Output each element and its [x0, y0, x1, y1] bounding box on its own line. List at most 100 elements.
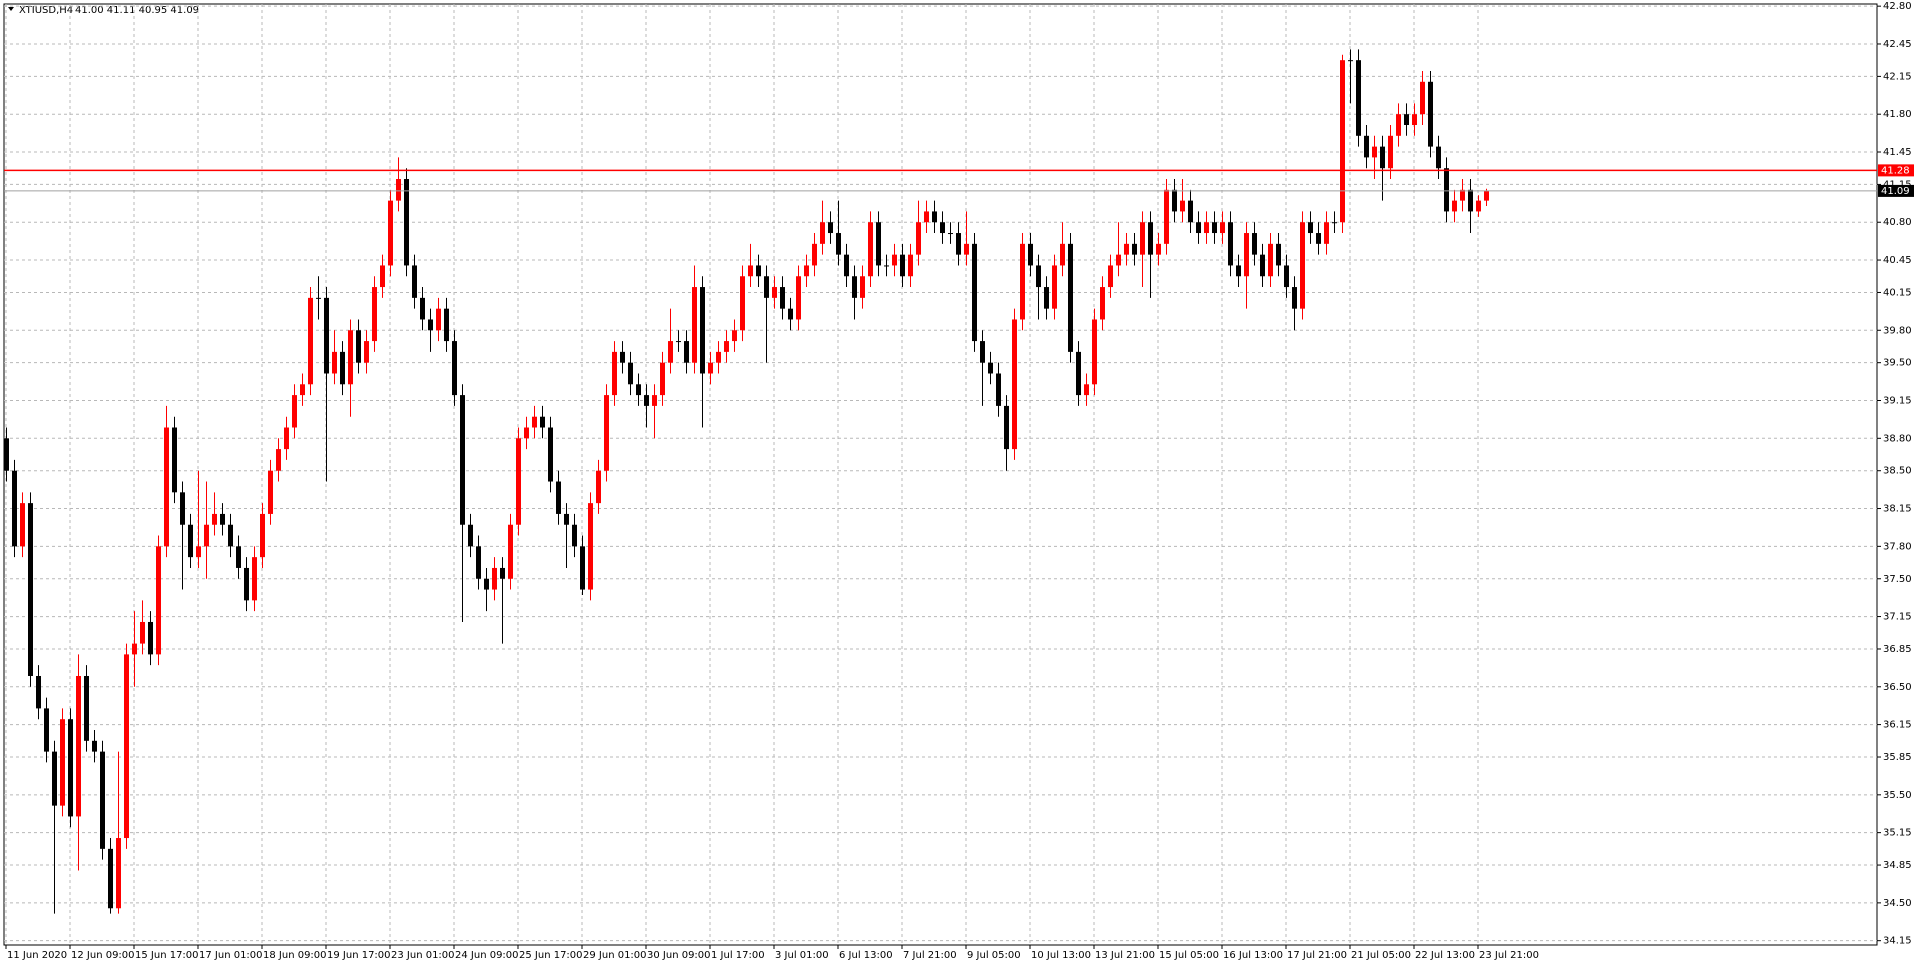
x-tick-label: 15 Jun 17:00 — [135, 950, 199, 961]
x-tick-label: 13 Jul 21:00 — [1095, 950, 1155, 961]
collapse-arrow[interactable] — [8, 7, 14, 11]
candle-body — [292, 395, 297, 428]
candle-body — [748, 265, 753, 277]
candle-body — [1196, 222, 1201, 234]
candle-body — [860, 276, 865, 298]
candle-body — [996, 373, 1001, 406]
candle-body — [1396, 114, 1401, 136]
candle-body — [668, 341, 673, 363]
candle-body — [708, 362, 713, 374]
candle-body — [884, 265, 889, 267]
x-tick-label: 16 Jul 13:00 — [1223, 950, 1283, 961]
candle-body — [228, 524, 233, 547]
candle-body — [868, 222, 873, 277]
candle-body — [1452, 200, 1457, 212]
candle-body — [1020, 243, 1025, 320]
candle-body — [1204, 222, 1209, 234]
candle-body — [124, 654, 129, 839]
candle-body — [1212, 222, 1217, 234]
candle-body — [476, 546, 481, 579]
candle-body — [260, 513, 265, 558]
candle-body — [924, 211, 929, 223]
candle-body — [1100, 287, 1105, 320]
candle-body — [956, 233, 961, 255]
candle-body — [316, 297, 321, 299]
candle-body — [388, 200, 393, 266]
price-label: 41.09 — [1881, 186, 1910, 197]
candle-body — [1364, 135, 1369, 158]
candle-body — [308, 297, 313, 385]
candle-body — [1340, 60, 1345, 223]
candle-body — [700, 287, 705, 374]
candle-body — [188, 524, 193, 558]
candle-body — [1108, 265, 1113, 288]
candle-body — [116, 838, 121, 909]
y-tick-label: 34.85 — [1883, 860, 1912, 871]
candle-body — [396, 179, 401, 201]
candle-body — [1476, 200, 1481, 212]
candle-body — [1268, 243, 1273, 277]
candle-body — [1332, 222, 1337, 224]
candle-body — [1348, 60, 1353, 62]
candle-body — [252, 557, 257, 601]
y-tick-label: 40.45 — [1883, 255, 1912, 266]
candle-body — [1044, 287, 1049, 309]
candle-body — [556, 481, 561, 514]
candle-body — [1228, 222, 1233, 266]
candle-body — [276, 449, 281, 471]
candle-body — [1484, 190, 1489, 201]
candle-body — [1356, 60, 1361, 136]
candle-body — [1324, 222, 1329, 244]
candle-body — [588, 503, 593, 590]
candle-body — [356, 330, 361, 363]
candle-body — [780, 287, 785, 309]
candle-body — [468, 524, 473, 547]
x-tick-label: 3 Jul 01:00 — [775, 950, 829, 961]
candle-body — [580, 546, 585, 590]
candle-body — [1276, 243, 1281, 266]
candle-body — [1004, 405, 1009, 450]
candle-body — [244, 567, 249, 601]
candle-body — [908, 254, 913, 277]
x-tick-label: 22 Jul 13:00 — [1415, 950, 1475, 961]
candle-body — [1444, 168, 1449, 212]
candle-body — [804, 265, 809, 277]
candle-body — [444, 308, 449, 342]
candle-body — [1404, 114, 1409, 126]
candle-body — [220, 513, 225, 525]
candle-body — [180, 492, 185, 525]
price-label: 41.28 — [1881, 165, 1910, 176]
candle-body — [1252, 233, 1257, 255]
candle-body — [764, 276, 769, 298]
candle-body — [612, 351, 617, 396]
candle-body — [20, 503, 25, 547]
candle-body — [364, 341, 369, 363]
candle-body — [772, 287, 777, 298]
candle-body — [100, 751, 105, 849]
candle-body — [68, 719, 73, 817]
y-tick-label: 39.15 — [1883, 395, 1912, 406]
candle-body — [980, 341, 985, 363]
candle-body — [380, 265, 385, 288]
y-tick-label: 38.50 — [1883, 466, 1912, 477]
plot-frame — [3, 3, 1878, 946]
candle-body — [524, 427, 529, 439]
x-tick-label: 18 Jun 09:00 — [263, 950, 327, 961]
candle-body — [4, 438, 9, 471]
candle-body — [740, 276, 745, 331]
x-tick-label: 1 Jul 17:00 — [711, 950, 765, 961]
y-tick-label: 36.50 — [1883, 682, 1912, 693]
y-tick-label: 36.15 — [1883, 720, 1912, 731]
candle-body — [516, 438, 521, 525]
candle-body — [1028, 243, 1033, 266]
candle-body — [716, 351, 721, 363]
candle-body — [1412, 114, 1417, 126]
y-tick-label: 39.80 — [1883, 325, 1912, 336]
candle-body — [452, 341, 457, 396]
candle-body — [12, 470, 17, 547]
candle-body — [268, 470, 273, 514]
candle-body — [540, 416, 545, 428]
candle-body — [172, 427, 177, 493]
candle-body — [484, 578, 489, 590]
